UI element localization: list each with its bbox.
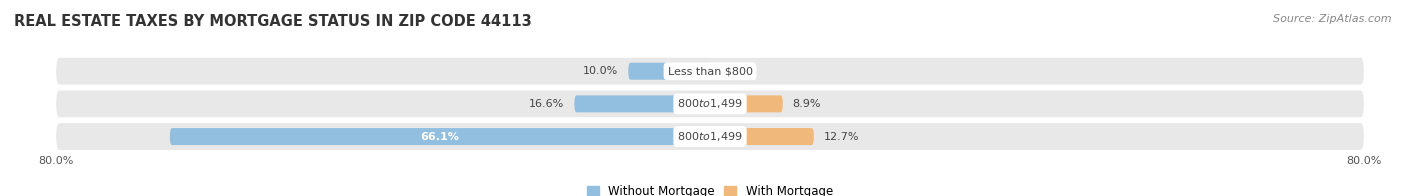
Text: REAL ESTATE TAXES BY MORTGAGE STATUS IN ZIP CODE 44113: REAL ESTATE TAXES BY MORTGAGE STATUS IN … <box>14 14 531 29</box>
Text: $800 to $1,499: $800 to $1,499 <box>678 97 742 110</box>
FancyBboxPatch shape <box>170 128 710 145</box>
Text: 16.6%: 16.6% <box>529 99 565 109</box>
Text: 8.9%: 8.9% <box>793 99 821 109</box>
FancyBboxPatch shape <box>710 128 814 145</box>
FancyBboxPatch shape <box>575 95 710 112</box>
Text: Less than $800: Less than $800 <box>668 66 752 76</box>
Text: 12.7%: 12.7% <box>824 132 859 142</box>
Text: $800 to $1,499: $800 to $1,499 <box>678 130 742 143</box>
FancyBboxPatch shape <box>628 63 710 80</box>
Text: Source: ZipAtlas.com: Source: ZipAtlas.com <box>1274 14 1392 24</box>
FancyBboxPatch shape <box>56 123 1364 150</box>
Text: 10.0%: 10.0% <box>583 66 619 76</box>
Text: 0.0%: 0.0% <box>720 66 748 76</box>
FancyBboxPatch shape <box>710 95 783 112</box>
FancyBboxPatch shape <box>56 91 1364 117</box>
Text: 66.1%: 66.1% <box>420 132 460 142</box>
Legend: Without Mortgage, With Mortgage: Without Mortgage, With Mortgage <box>588 185 832 196</box>
FancyBboxPatch shape <box>56 58 1364 85</box>
